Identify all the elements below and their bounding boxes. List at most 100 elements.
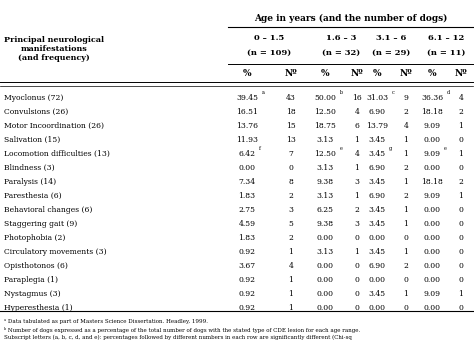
Text: Nº: Nº — [400, 70, 412, 79]
Text: 13.76: 13.76 — [236, 122, 258, 130]
Text: 43: 43 — [286, 94, 296, 102]
Text: 0: 0 — [458, 136, 464, 144]
Text: %: % — [321, 70, 329, 79]
Text: 18.18: 18.18 — [421, 108, 443, 116]
Text: Subscript letters (a, b, c, d, and e): percentages followed by different numbers: Subscript letters (a, b, c, d, and e): p… — [4, 335, 352, 340]
Text: 3.13: 3.13 — [316, 248, 334, 256]
Text: Nº: Nº — [284, 70, 297, 79]
Text: 31.03: 31.03 — [366, 94, 388, 102]
Text: Nystagmus (3): Nystagmus (3) — [4, 290, 61, 298]
Text: 0: 0 — [458, 220, 464, 228]
Text: Convulsions (26): Convulsions (26) — [4, 108, 68, 116]
Text: 1: 1 — [289, 248, 293, 256]
Text: Paraplegia (1): Paraplegia (1) — [4, 276, 58, 284]
Text: 1.83: 1.83 — [238, 234, 255, 242]
Text: 0: 0 — [458, 262, 464, 270]
Text: 0.00: 0.00 — [423, 248, 440, 256]
Text: %: % — [428, 70, 436, 79]
Text: 2: 2 — [403, 164, 409, 172]
Text: 0: 0 — [403, 304, 409, 312]
Text: 6.42: 6.42 — [238, 150, 255, 158]
Text: 1: 1 — [458, 150, 464, 158]
Text: 1: 1 — [355, 248, 359, 256]
Text: 50.00: 50.00 — [314, 94, 336, 102]
Text: 0.00: 0.00 — [317, 290, 334, 298]
Text: 1: 1 — [458, 290, 464, 298]
Text: Paresthesia (6): Paresthesia (6) — [4, 192, 62, 200]
Text: 11.93: 11.93 — [236, 136, 258, 144]
Text: 6.90: 6.90 — [368, 192, 385, 200]
Text: 1.6 – 3: 1.6 – 3 — [326, 34, 356, 42]
Text: 1: 1 — [289, 304, 293, 312]
Text: 9: 9 — [403, 94, 409, 102]
Text: g: g — [389, 146, 392, 151]
Text: 0.00: 0.00 — [423, 276, 440, 284]
Text: 9.09: 9.09 — [423, 192, 440, 200]
Text: 6.25: 6.25 — [317, 206, 334, 214]
Text: Hyperesthesia (1): Hyperesthesia (1) — [4, 304, 73, 312]
Text: 0.00: 0.00 — [423, 220, 440, 228]
Text: b: b — [340, 90, 343, 95]
Text: 8: 8 — [289, 178, 293, 186]
Text: 3.1 – 6: 3.1 – 6 — [376, 34, 406, 42]
Text: 1: 1 — [403, 178, 409, 186]
Text: 0.00: 0.00 — [238, 164, 255, 172]
Text: 1: 1 — [289, 276, 293, 284]
Text: %: % — [243, 70, 251, 79]
Text: Age in years (and the number of dogs): Age in years (and the number of dogs) — [254, 14, 447, 23]
Text: 1: 1 — [355, 192, 359, 200]
Text: 2: 2 — [458, 108, 464, 116]
Text: 3.13: 3.13 — [316, 164, 334, 172]
Text: 4: 4 — [355, 150, 359, 158]
Text: 2: 2 — [289, 234, 293, 242]
Text: 1: 1 — [289, 290, 293, 298]
Text: e: e — [340, 146, 343, 151]
Text: 0.92: 0.92 — [238, 290, 255, 298]
Text: 3.45: 3.45 — [368, 206, 385, 214]
Text: 3.45: 3.45 — [368, 220, 385, 228]
Text: 0.00: 0.00 — [368, 276, 385, 284]
Text: 0.00: 0.00 — [423, 234, 440, 242]
Text: 5: 5 — [289, 220, 293, 228]
Text: 2: 2 — [289, 192, 293, 200]
Text: e: e — [444, 146, 447, 151]
Text: (n = 29): (n = 29) — [372, 49, 410, 57]
Text: c: c — [392, 90, 395, 95]
Text: 4: 4 — [355, 108, 359, 116]
Text: 9.38: 9.38 — [317, 220, 334, 228]
Text: 0: 0 — [289, 164, 293, 172]
Text: 0.00: 0.00 — [317, 262, 334, 270]
Text: 0: 0 — [355, 276, 359, 284]
Text: 7.34: 7.34 — [238, 178, 255, 186]
Text: Circulatory movements (3): Circulatory movements (3) — [4, 248, 107, 256]
Text: 3.45: 3.45 — [368, 150, 385, 158]
Text: 3.45: 3.45 — [368, 290, 385, 298]
Text: 13.79: 13.79 — [366, 122, 388, 130]
Text: 0.00: 0.00 — [423, 262, 440, 270]
Text: 3.45: 3.45 — [368, 178, 385, 186]
Text: 1: 1 — [458, 122, 464, 130]
Text: 4: 4 — [403, 122, 409, 130]
Text: 16.51: 16.51 — [236, 108, 258, 116]
Text: 1: 1 — [403, 290, 409, 298]
Text: 2: 2 — [355, 206, 359, 214]
Text: 0: 0 — [403, 234, 409, 242]
Text: 3.13: 3.13 — [316, 136, 334, 144]
Text: 13: 13 — [286, 136, 296, 144]
Text: 6.90: 6.90 — [368, 164, 385, 172]
Text: (n = 32): (n = 32) — [322, 49, 360, 57]
Text: 9.38: 9.38 — [317, 178, 334, 186]
Text: 2: 2 — [458, 178, 464, 186]
Text: 1: 1 — [403, 206, 409, 214]
Text: 2: 2 — [403, 192, 409, 200]
Text: 3.13: 3.13 — [316, 192, 334, 200]
Text: 0.00: 0.00 — [423, 136, 440, 144]
Text: a: a — [262, 90, 265, 95]
Text: 0: 0 — [355, 262, 359, 270]
Text: 16: 16 — [352, 94, 362, 102]
Text: 2.75: 2.75 — [238, 206, 255, 214]
Text: 0.92: 0.92 — [238, 248, 255, 256]
Text: d: d — [447, 90, 450, 95]
Text: 0: 0 — [403, 276, 409, 284]
Text: 4: 4 — [458, 94, 464, 102]
